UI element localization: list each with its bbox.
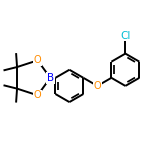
- Text: Cl: Cl: [120, 31, 131, 41]
- Text: B: B: [47, 73, 54, 83]
- Text: O: O: [34, 55, 41, 65]
- Text: O: O: [94, 81, 101, 91]
- Text: O: O: [34, 90, 41, 100]
